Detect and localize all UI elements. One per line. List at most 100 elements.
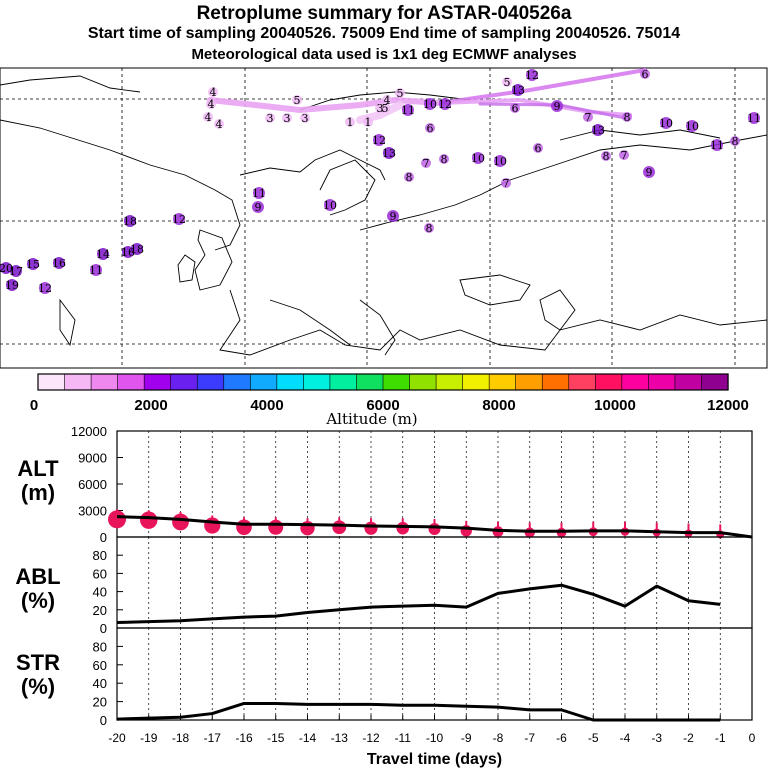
map-trajectory-label: 1 — [347, 116, 354, 129]
map-trajectory-label: 5 — [294, 94, 301, 107]
map-marker — [203, 112, 213, 122]
map-marker — [292, 95, 302, 105]
map-trajectory-label: 3 — [302, 112, 309, 125]
map-marker — [265, 113, 275, 123]
map-marker — [439, 98, 451, 110]
y-tick-label: 0 — [100, 530, 107, 545]
colorbar-cell — [595, 373, 623, 391]
map-trajectory-label: 5 — [504, 76, 511, 89]
map-trajectory-label: 18 — [123, 215, 137, 228]
map-marker — [363, 117, 373, 127]
map-trajectory-label: 10 — [323, 199, 337, 212]
series-line — [116, 515, 753, 539]
colorbar-cell — [250, 373, 278, 391]
series-line — [116, 583, 721, 625]
x-tick-label: -16 — [235, 731, 253, 745]
colorbar-tick-label: 6000 — [366, 397, 399, 414]
colorbar-cell — [303, 373, 331, 391]
colorbar-cell — [488, 373, 517, 391]
map-marker — [424, 98, 436, 110]
map-marker — [39, 282, 51, 294]
map-trajectory-label: 8 — [732, 135, 739, 148]
map-trajectory-label: 5 — [397, 87, 404, 100]
map-marker — [206, 99, 216, 109]
panel-label: STR — [16, 650, 60, 675]
y-tick-label: 80 — [93, 548, 107, 563]
map-trajectory-label: 10 — [685, 120, 699, 133]
colorbar-cell — [64, 373, 92, 391]
colorbar-cell — [143, 373, 172, 391]
map-marker — [382, 95, 392, 105]
map-trajectory-label: 3 — [377, 102, 384, 115]
map-trajectory-label: 8 — [441, 153, 448, 166]
map-trajectory-label: 8 — [426, 222, 433, 235]
colorbar-cell — [515, 373, 543, 391]
map-marker — [748, 112, 760, 124]
map-trajectory-label: 9 — [390, 210, 397, 223]
map-marker — [373, 134, 385, 146]
panel-label: (m) — [21, 480, 55, 505]
y-tick-label: 20 — [93, 695, 107, 710]
map-marker — [252, 201, 264, 213]
y-tick-label: 20 — [93, 603, 107, 618]
map-trajectory-label: 12 — [525, 69, 539, 82]
x-tick-label: -13 — [331, 731, 349, 745]
colorbar-cell — [382, 373, 411, 391]
map-marker — [124, 215, 136, 227]
colorbar-cell — [223, 373, 251, 391]
colorbar-tick-label: 0 — [30, 397, 38, 414]
meteo-source: Meteorological data used is 1x1 deg ECMW… — [191, 46, 577, 63]
series-line — [116, 701, 721, 722]
map-trajectory-label: 9 — [646, 166, 653, 179]
y-tick-label: 0 — [100, 621, 107, 636]
colorbar-tick-label: 12000 — [707, 397, 749, 414]
y-tick-label: 9000 — [78, 451, 107, 466]
y-tick-label: 6000 — [78, 477, 107, 492]
panel-label: (%) — [21, 588, 55, 613]
map-trajectory-label: 6 — [512, 102, 519, 115]
map-trajectory-label: 11 — [747, 112, 761, 125]
map-trajectory-label: 18 — [130, 243, 144, 256]
colorbar-cell — [196, 373, 225, 391]
map-trajectory-label: 4 — [216, 118, 223, 131]
map-trajectory-label: 7 — [503, 177, 510, 190]
map-marker — [551, 100, 563, 112]
y-tick-label: 40 — [93, 676, 107, 691]
colorbar-tick-label: 2000 — [134, 397, 167, 414]
colorbar-tick-label: 8000 — [482, 397, 515, 414]
y-tick-label: 3000 — [78, 504, 107, 519]
map-marker — [324, 199, 336, 211]
map-trajectory-label: 8 — [624, 111, 631, 124]
colorbar-title: Altitude (m) — [325, 410, 417, 428]
map-trajectory-label: 9 — [255, 201, 262, 214]
panel-label: ALT — [17, 456, 59, 481]
x-tick-label: -18 — [172, 731, 190, 745]
map-trajectory-label: 11 — [710, 139, 724, 152]
colorbar-cell — [90, 373, 119, 391]
map-marker — [387, 210, 399, 222]
sampling-times: Start time of sampling 20040526. 75009 E… — [87, 25, 681, 42]
map-trajectory-label: 5 — [382, 102, 389, 115]
map-marker — [402, 104, 414, 116]
x-tick-label: -5 — [588, 731, 599, 745]
map-marker — [502, 77, 512, 87]
map-marker — [640, 69, 650, 79]
map-trajectory-label: 7 — [621, 149, 628, 162]
map-marker — [472, 152, 484, 164]
x-tick-label: -1 — [715, 731, 726, 745]
map-marker — [660, 117, 672, 129]
map-marker — [345, 117, 355, 127]
map-trajectory-label: 7 — [423, 157, 430, 170]
x-tick-label: -2 — [683, 731, 694, 745]
x-tick-label: -11 — [395, 731, 412, 745]
colorbar-cell — [435, 373, 464, 391]
panel-label: (%) — [21, 674, 55, 699]
map-marker — [510, 103, 520, 113]
map-trajectory-label: 1 — [365, 116, 372, 129]
map-trajectory-label: 11 — [252, 187, 266, 200]
x-tick-label: -3 — [651, 731, 662, 745]
x-tick-label: -4 — [620, 731, 631, 745]
map-marker — [501, 178, 511, 188]
